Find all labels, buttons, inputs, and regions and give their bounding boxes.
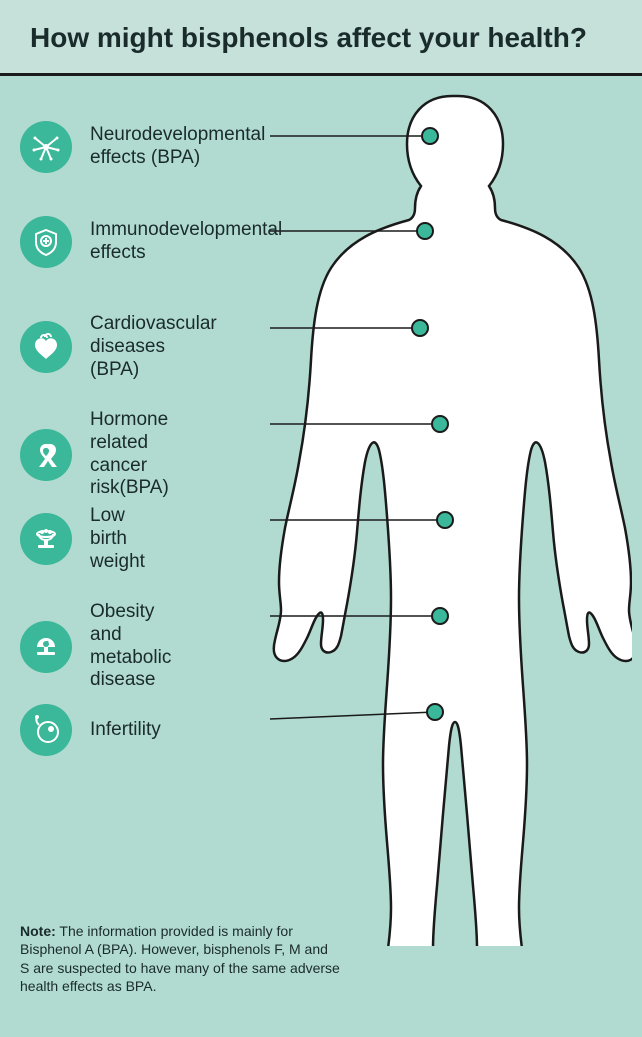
footnote: Note: The information provided is mainly… <box>20 922 340 995</box>
note-text: The information provided is mainly for B… <box>20 923 340 994</box>
effect-label: Hormone related cancer risk(BPA) <box>90 409 169 500</box>
effect-label: Infertility <box>90 719 161 742</box>
effect-item: Neurodevelopmental effects (BPA) <box>20 121 265 173</box>
cell-icon <box>20 704 72 756</box>
body-silhouette <box>272 86 632 946</box>
effect-label: Neurodevelopmental effects (BPA) <box>90 124 265 170</box>
header: How might bisphenols affect your health? <box>0 0 642 76</box>
effect-label: Cardiovascular diseases (BPA) <box>90 313 217 381</box>
effect-label: Obesity and metabolic disease <box>90 601 171 692</box>
scale1-icon <box>20 513 72 565</box>
page-title: How might bisphenols affect your health? <box>30 20 612 55</box>
content: Neurodevelopmental effects (BPA) Immunode… <box>0 76 642 1013</box>
effect-item: Cardiovascular diseases (BPA) <box>20 313 217 381</box>
shield-icon <box>20 216 72 268</box>
note-label: Note: <box>20 923 56 939</box>
effect-item: Low birth weight <box>20 505 145 573</box>
effect-item: Hormone related cancer risk(BPA) <box>20 409 169 500</box>
effect-label: Immunodevelopmental effects <box>90 219 270 265</box>
effect-item: Infertility <box>20 704 161 756</box>
effect-label: Low birth weight <box>90 505 145 573</box>
heart-icon <box>20 321 72 373</box>
effect-item: Obesity and metabolic disease <box>20 601 171 692</box>
neuron-icon <box>20 121 72 173</box>
scale2-icon <box>20 621 72 673</box>
effect-item: Immunodevelopmental effects <box>20 216 270 268</box>
ribbon-icon <box>20 429 72 481</box>
